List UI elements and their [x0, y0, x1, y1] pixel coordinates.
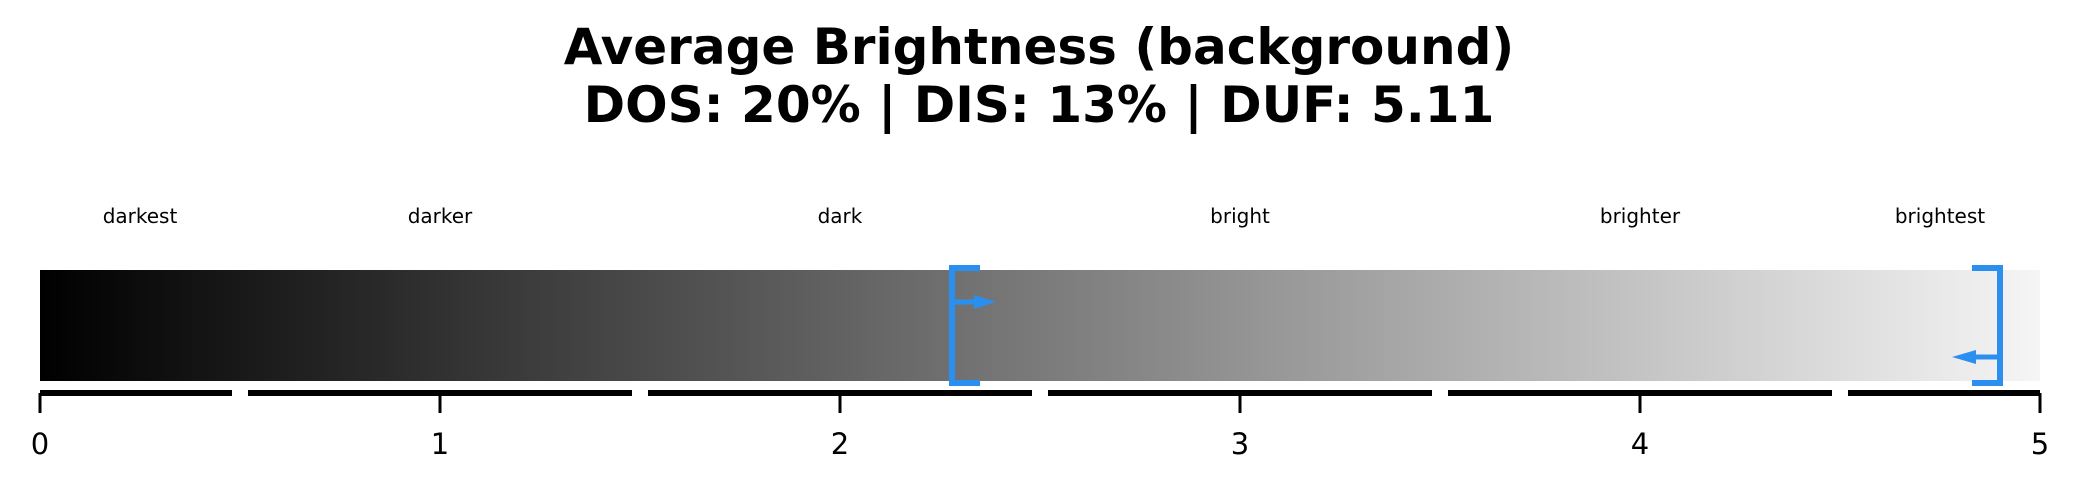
x-tick-label: 4	[1631, 427, 1649, 461]
chart-title-line-2: DOS: 20% | DIS: 13% | DUF: 5.11	[583, 76, 1495, 134]
chart-title-line-1: Average Brightness (background)	[563, 18, 1515, 76]
chart-title: Average Brightness (background) DOS: 20%…	[0, 18, 2078, 134]
marker-2	[1952, 265, 2003, 386]
x-tick-label: 5	[2031, 427, 2049, 461]
brightness-gradient-bar	[40, 270, 2040, 381]
category-label-brighter: brighter	[1600, 204, 1681, 228]
category-label-dark: dark	[818, 204, 863, 228]
x-tick-label: 1	[431, 427, 449, 461]
category-label-darkest: darkest	[103, 204, 178, 228]
category-label-bright: bright	[1210, 204, 1270, 228]
arrow-left-icon	[1952, 350, 1976, 364]
category-labels: darkest darker dark bright brighter brightest	[103, 204, 1986, 228]
x-tick-label: 2	[831, 427, 849, 461]
x-tick-label: 3	[1231, 427, 1249, 461]
arrow-right-icon	[974, 295, 996, 309]
category-label-darker: darker	[408, 204, 473, 228]
marker-bracket-right	[1972, 265, 2003, 386]
x-tick-label: 0	[31, 427, 49, 461]
marker-1	[949, 265, 996, 386]
markers	[949, 265, 2003, 386]
x-axis-ticks: 0 1 2 3 4 5	[31, 393, 2049, 461]
marker-bracket-left	[949, 265, 980, 386]
category-label-brightest: brightest	[1895, 204, 1985, 228]
